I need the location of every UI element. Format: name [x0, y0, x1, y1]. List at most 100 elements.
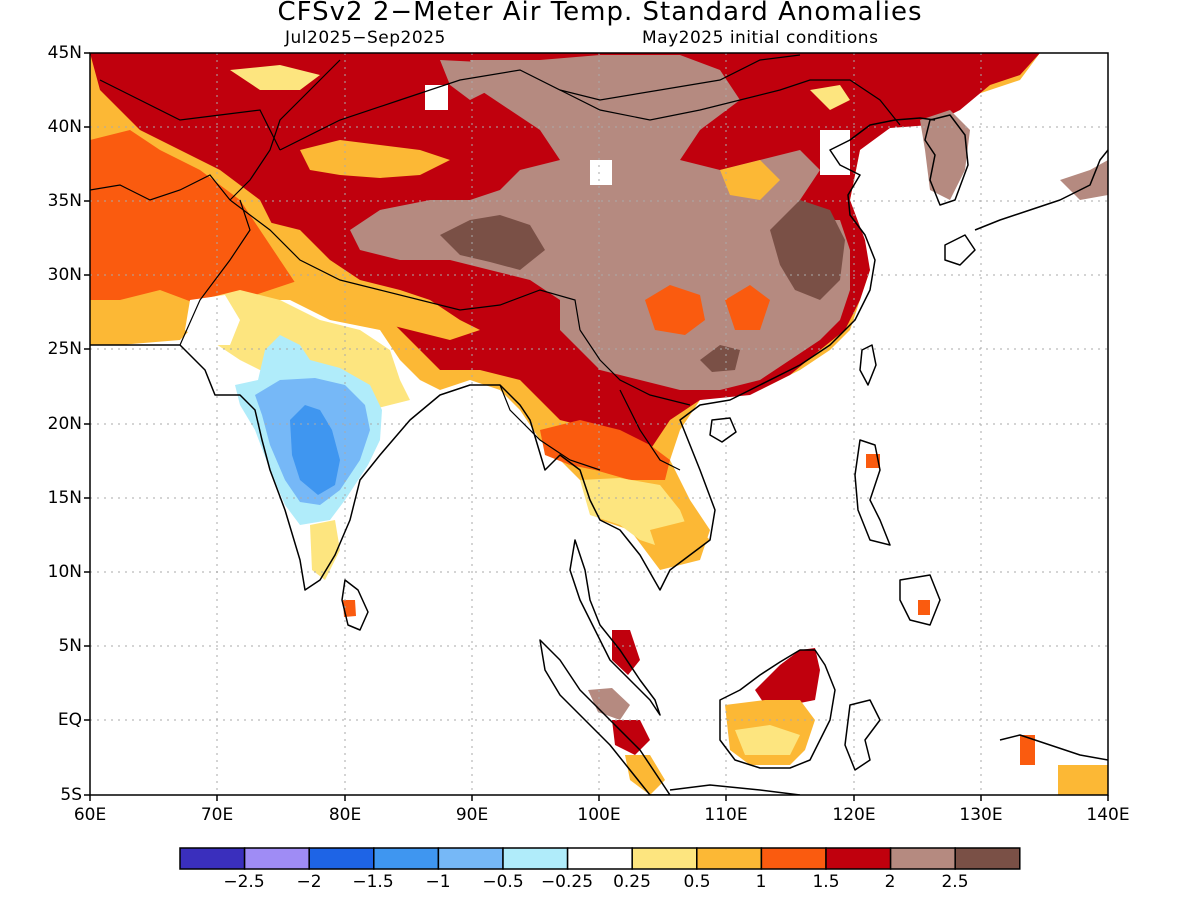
colorbar-label: 0.25: [613, 872, 651, 892]
colorbar-label: −0.5: [482, 872, 524, 892]
lat-label-20n: 20N: [47, 414, 82, 434]
lat-label-45n: 45N: [47, 43, 82, 63]
anomaly-lightbrown-japan: [1060, 160, 1108, 200]
anomaly-lightbrown-mongolia: [440, 60, 490, 100]
anomaly-yellow-borneo: [735, 725, 800, 755]
lon-label-60e: 60E: [73, 805, 107, 825]
map-title: CFSv2 2−Meter Air Temp. Standard Anomali…: [277, 0, 923, 27]
anomaly-yellow-southindia: [310, 520, 340, 580]
graticule: [90, 53, 1108, 795]
initial-conditions: May2025 initial conditions: [642, 28, 879, 48]
anomaly-white-northwest-india: [185, 295, 240, 345]
coast-borneo: [719, 649, 836, 769]
colorbar-label: 2: [884, 872, 896, 892]
anomaly-orangered-north-1: [300, 140, 450, 178]
border-china-kazakh: [229, 59, 341, 201]
lon-label-120e: 120E: [832, 805, 876, 825]
colorbar-label: 1.5: [812, 872, 840, 892]
colorbar-label: −2: [296, 872, 322, 892]
colorbar-swatch: [243, 847, 310, 870]
coast-hainan: [709, 417, 737, 443]
lat-label-5n: 5N: [58, 636, 82, 656]
anomaly-white-hole-3: [820, 130, 850, 175]
anomaly-orangered-china-1: [645, 285, 705, 335]
anomaly-yellow-northeast: [810, 85, 850, 110]
anomaly-orange-philippines: [866, 454, 880, 468]
border-west-asia: [90, 174, 231, 201]
coast-sumatra: [539, 639, 671, 795]
border-central-asia: [99, 79, 281, 151]
anomaly-lightbrown-korea: [920, 110, 970, 200]
lat-label-5s: 5S: [60, 785, 82, 805]
coast-mindanao: [899, 574, 941, 626]
lon-label-110e: 110E: [704, 805, 748, 825]
colorbar-swatch: [825, 847, 892, 870]
anomaly-orange-sumatra-s: [625, 755, 665, 795]
colorbar-label: −1.5: [352, 872, 394, 892]
lon-label-70e: 70E: [200, 805, 234, 825]
colorbar-label: −0.25: [540, 872, 594, 892]
border-himalaya: [229, 199, 581, 331]
colorbar-label: −1: [425, 872, 451, 892]
lon-label-130e: 130E: [959, 805, 1003, 825]
anomaly-deepbrown-south: [700, 345, 740, 372]
anomaly-darkred-sumatra-s: [612, 720, 650, 755]
coast-sulawesi: [844, 699, 881, 771]
anomaly-darkred-borneo: [755, 648, 820, 705]
colorbar-swatch: [566, 847, 633, 870]
anomaly-deepbrown-tibet: [440, 215, 545, 270]
coast-korea: [924, 114, 969, 206]
borders: [90, 54, 901, 471]
lat-label-35n: 35N: [47, 191, 82, 211]
anomaly-orangered-west: [90, 130, 300, 305]
valid-period: Jul2025−Sep2025: [285, 28, 446, 48]
coast-india: [90, 117, 936, 591]
lon-label-100e: 100E: [577, 805, 621, 825]
colorbar-swatch: [308, 847, 375, 870]
colorbar-swatch: [696, 847, 763, 870]
lat-label-30n: 30N: [47, 265, 82, 285]
border-myanmar: [499, 384, 601, 471]
anomaly-lightbrown-china: [350, 55, 850, 390]
anomaly-orangered-north-2: [720, 160, 780, 200]
anomaly-white-hole-2: [590, 160, 612, 185]
lat-label-25n: 25N: [47, 339, 82, 359]
anomaly-darkred-sumatra-n: [612, 630, 640, 675]
anomaly-white-hole-1: [425, 85, 448, 110]
coast-srilanka: [341, 579, 369, 631]
anomaly-orange-mindanao: [918, 600, 930, 615]
anomaly-yellow-north: [230, 65, 320, 90]
axis-ticks: [84, 52, 1109, 801]
coast-malay: [569, 539, 661, 716]
anomaly-orange-nepal: [260, 220, 480, 340]
lon-label-140e: 140E: [1086, 805, 1130, 825]
coast-kyushu: [944, 234, 976, 266]
border-mongolia: [559, 79, 901, 126]
border-china-south: [579, 329, 691, 406]
colorbar-swatch: [889, 847, 956, 870]
coast-taiwan: [859, 344, 877, 386]
colorbar-swatch: [179, 847, 246, 870]
lat-label-10n: 10N: [47, 562, 82, 582]
lat-label-eq: EQ: [57, 710, 82, 730]
colorbar-swatch: [437, 847, 504, 870]
coast-java: [669, 784, 801, 795]
colorbar-swatch: [631, 847, 698, 870]
anomaly-orangered-newguinea: [1020, 735, 1035, 765]
colorbar-label: 1: [755, 872, 767, 892]
colorbar-label: 2.5: [941, 872, 969, 892]
lon-label-90e: 90E: [455, 805, 489, 825]
border-india-pak: [179, 199, 251, 346]
colorbar-label: −2.5: [223, 872, 265, 892]
anomaly-field: [90, 53, 1108, 795]
colorbar-swatch: [373, 847, 440, 870]
colorbar-swatch: [502, 847, 569, 870]
anomaly-orange-cambodia: [650, 520, 710, 560]
lat-label-15n: 15N: [47, 488, 82, 508]
coast-newguinea: [999, 734, 1108, 761]
colorbar-label: 0.5: [683, 872, 711, 892]
coast-luzon: [854, 439, 891, 546]
coastlines: [90, 114, 1108, 795]
border-laos: [619, 389, 681, 471]
